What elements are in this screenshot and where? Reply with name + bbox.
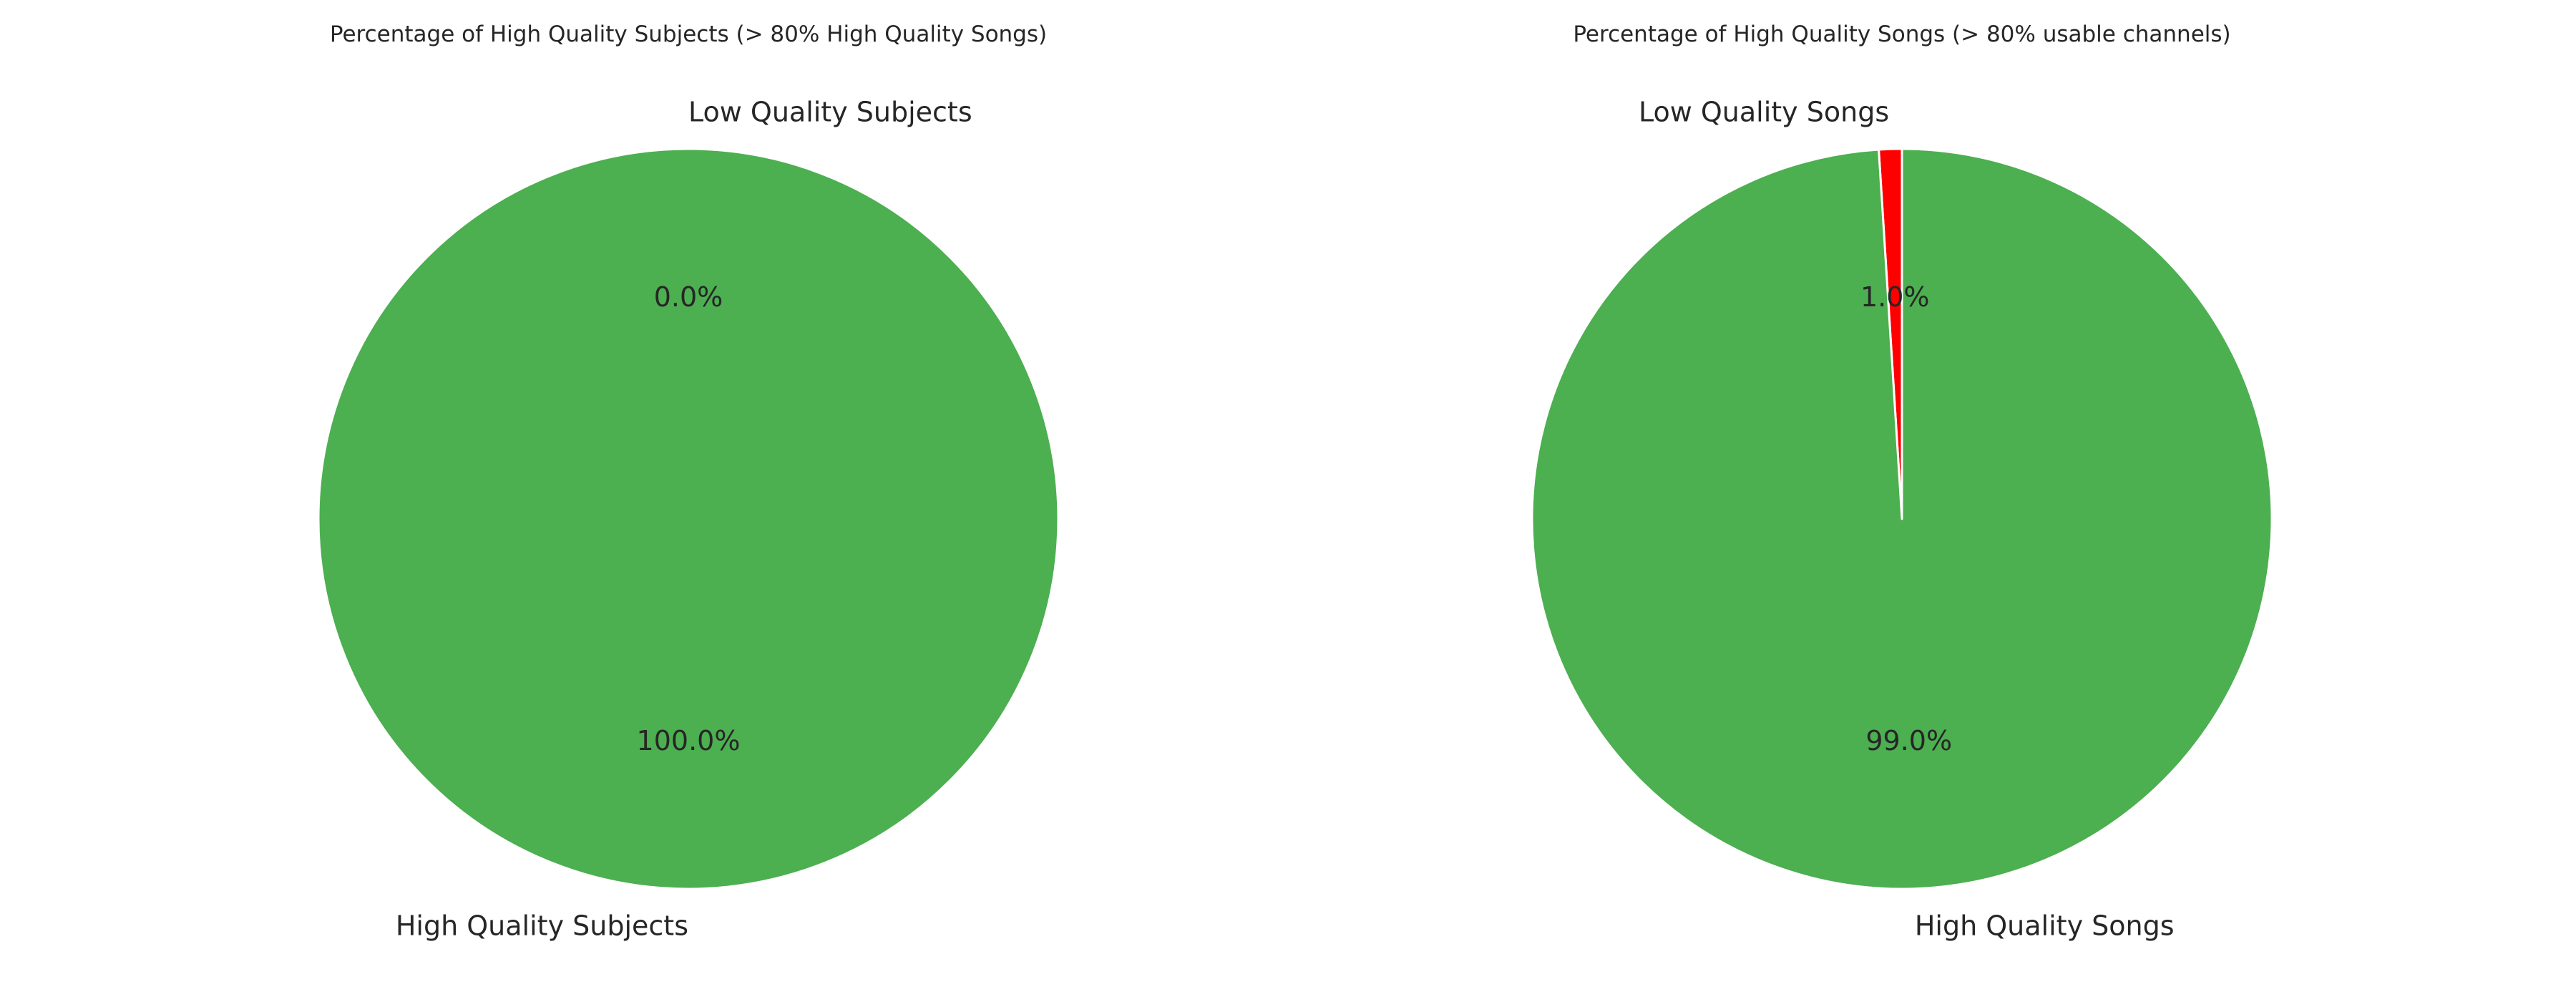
slice-label-high-quality-songs: High Quality Songs	[1915, 910, 2175, 941]
pie-slices	[317, 147, 1060, 890]
chart-title: Percentage of High Quality Subjects (> 8…	[330, 21, 1047, 47]
slice-pct-low-quality-subjects: 0.0%	[654, 281, 723, 313]
slice-label-low-quality-songs: Low Quality Songs	[1639, 97, 1889, 128]
pie-chart-songs: Percentage of High Quality Songs (> 80% …	[1531, 21, 2273, 941]
pie-slices	[1531, 147, 2273, 890]
slice-pct-high-quality-songs: 99.0%	[1865, 725, 1952, 757]
chart-title: Percentage of High Quality Songs (> 80% …	[1573, 21, 2230, 47]
slice-pct-low-quality-songs: 1.0%	[1860, 281, 1930, 313]
slice-label-high-quality-subjects: High Quality Subjects	[396, 910, 688, 942]
pie-slice-high-quality-subjects	[317, 147, 1060, 890]
slice-pct-high-quality-subjects: 100.0%	[637, 725, 741, 757]
pie-chart-subjects: Percentage of High Quality Subjects (> 8…	[317, 21, 1060, 942]
pie-slice-high-quality-songs	[1531, 147, 2273, 890]
slice-label-low-quality-subjects: Low Quality Subjects	[688, 96, 972, 127]
